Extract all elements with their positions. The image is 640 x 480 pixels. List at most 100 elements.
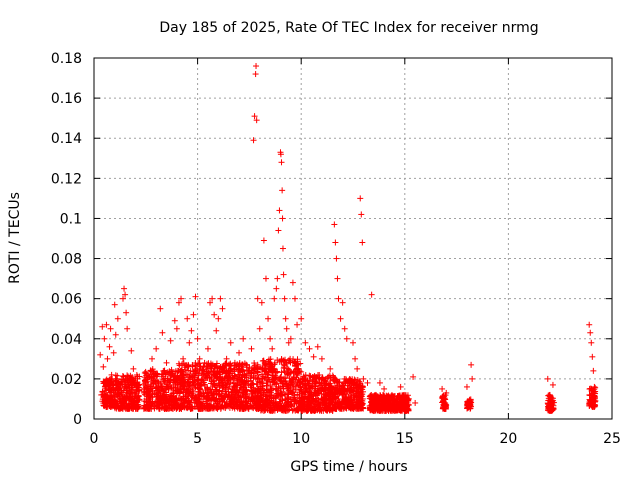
data-point — [265, 315, 272, 322]
data-point — [255, 374, 262, 381]
data-point — [204, 345, 211, 352]
y-tick-label: 0.02 — [51, 372, 82, 388]
data-point — [359, 239, 366, 246]
data-point — [180, 355, 187, 362]
data-point — [196, 355, 203, 362]
data-point — [215, 315, 222, 322]
data-point — [104, 355, 111, 362]
data-point — [110, 349, 117, 356]
data-point — [114, 381, 121, 388]
y-tick-label: 0.14 — [51, 131, 82, 147]
data-point — [107, 325, 114, 332]
data-point — [101, 402, 108, 409]
data-point — [99, 388, 106, 395]
data-point — [397, 383, 404, 390]
data-point — [97, 351, 104, 358]
data-point — [163, 391, 170, 398]
data-point — [117, 405, 124, 412]
data-point — [274, 275, 281, 282]
data-point — [341, 325, 348, 332]
data-point — [333, 255, 340, 262]
data-point — [211, 311, 218, 318]
data-point — [279, 215, 286, 222]
x-tick-label: 25 — [603, 431, 621, 447]
data-point — [118, 381, 125, 388]
y-tick-label: 0.08 — [51, 252, 82, 268]
data-point — [132, 402, 139, 409]
x-tick-labels: 0 5 10 15 20 25 — [90, 431, 621, 447]
data-point — [119, 400, 126, 407]
data-point — [131, 396, 138, 403]
data-point — [339, 299, 346, 306]
data-point — [186, 339, 193, 346]
data-point — [161, 368, 168, 375]
data-point — [281, 295, 288, 302]
y-tick-label: 0.16 — [51, 91, 82, 107]
y-tick-label: 0.12 — [51, 171, 82, 187]
data-point — [439, 385, 446, 392]
data-point — [589, 353, 596, 360]
data-point — [156, 387, 163, 394]
data-point — [123, 389, 130, 396]
data-point — [108, 401, 115, 408]
data-point — [282, 315, 289, 322]
data-point — [123, 309, 130, 316]
data-point — [267, 335, 274, 342]
data-point — [289, 279, 296, 286]
data-point — [468, 361, 475, 368]
data-point — [314, 343, 321, 350]
data-point — [167, 337, 174, 344]
data-point — [104, 396, 111, 403]
data-point — [275, 227, 282, 234]
data-point — [248, 345, 255, 352]
data-point — [240, 335, 247, 342]
data-point — [99, 396, 106, 403]
data-point — [271, 295, 278, 302]
data-point — [260, 237, 267, 244]
data-point — [318, 355, 325, 362]
data-point — [163, 359, 170, 366]
data-point — [283, 325, 290, 332]
data-point — [327, 365, 334, 372]
data-point — [124, 372, 131, 379]
data-point — [126, 393, 133, 400]
data-point — [354, 365, 361, 372]
data-point — [129, 405, 136, 412]
data-point — [253, 63, 260, 70]
data-points — [97, 63, 599, 414]
data-point — [111, 301, 118, 308]
data-point — [331, 221, 338, 228]
data-point — [109, 382, 116, 389]
axis-ticks — [93, 57, 613, 420]
data-point — [190, 311, 197, 318]
data-point — [278, 159, 285, 166]
x-tick-label: 10 — [292, 431, 310, 447]
data-point — [112, 398, 119, 405]
data-point — [337, 315, 344, 322]
data-point — [294, 321, 301, 328]
data-point — [106, 343, 113, 350]
y-tick-label: 0.1 — [60, 211, 82, 227]
data-point — [298, 315, 305, 322]
y-tick-labels: 0 0.02 0.04 0.06 0.08 0.1 0.12 0.14 0.16 0.18 — [51, 51, 82, 428]
data-point — [588, 339, 595, 346]
y-axis-label: ROTI / TECUs — [7, 192, 23, 284]
data-point — [173, 325, 180, 332]
y-tick-label: 0.06 — [51, 292, 82, 308]
grid-lines — [94, 58, 612, 419]
data-point — [122, 383, 129, 390]
data-point — [130, 365, 137, 372]
data-point — [236, 349, 243, 356]
chart-title: Day 185 of 2025, Rate Of TEC Index for r… — [159, 20, 538, 36]
y-tick-label: 0 — [73, 412, 82, 428]
data-point — [128, 347, 135, 354]
data-point — [335, 295, 342, 302]
data-point — [358, 211, 365, 218]
data-point — [352, 355, 359, 362]
data-point — [252, 71, 259, 78]
data-point — [276, 207, 283, 214]
data-point — [223, 355, 230, 362]
data-point — [100, 363, 107, 370]
plot-frame — [93, 57, 613, 420]
data-point — [590, 367, 597, 374]
